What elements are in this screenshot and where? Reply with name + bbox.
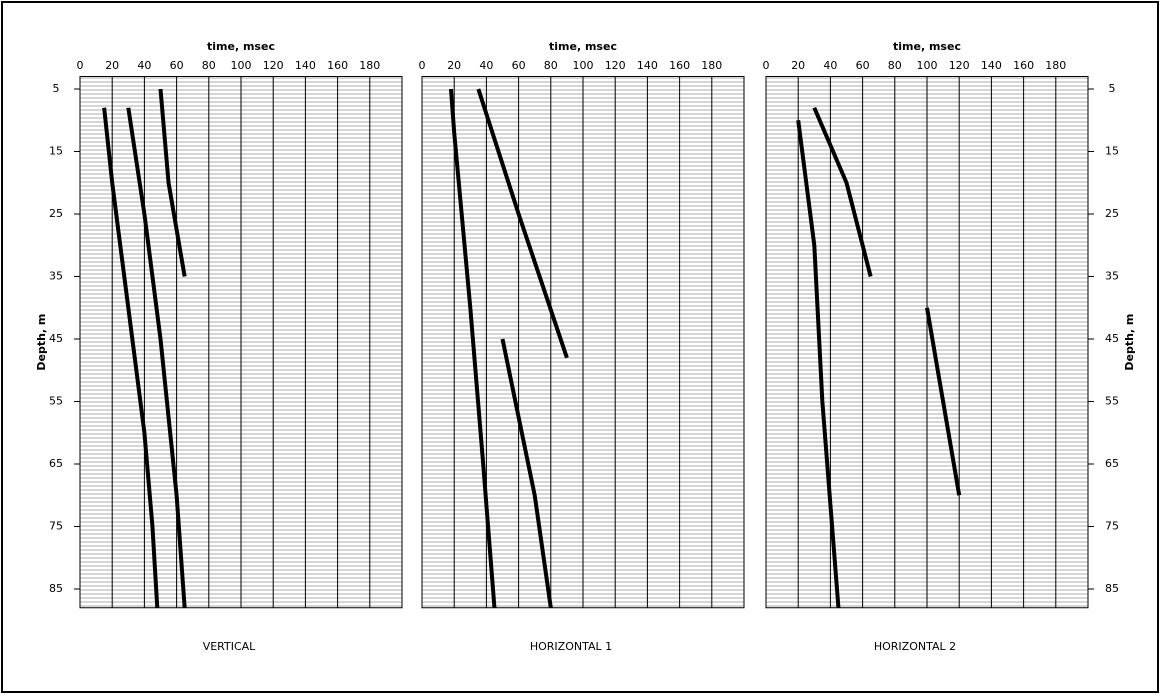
y-tick-label: 55 <box>49 395 63 408</box>
x-tick-label: 60 <box>856 59 870 72</box>
arrival-event <box>476 88 569 359</box>
y-tick-label: 15 <box>1105 145 1119 158</box>
panel-title: VERTICAL <box>203 640 256 653</box>
y-tick-label: 75 <box>1105 520 1119 533</box>
y-axis-label: Depth, m <box>1123 314 1136 371</box>
x-tick-label: 120 <box>263 59 284 72</box>
y-tick-label: 65 <box>49 457 63 470</box>
y-tick-label: 35 <box>1105 270 1119 283</box>
y-tick-label: 65 <box>1105 457 1119 470</box>
arrival-event <box>925 307 962 496</box>
x-tick-label: 180 <box>359 59 380 72</box>
y-tick-label: 25 <box>1105 207 1119 220</box>
y-tick-label: 35 <box>49 270 63 283</box>
x-tick-label: 0 <box>419 59 426 72</box>
x-tick-label: 40 <box>823 59 837 72</box>
arrival-event <box>102 107 160 608</box>
y-tick-label: 45 <box>49 332 63 345</box>
arrival-event <box>796 119 841 608</box>
x-tick-label: 20 <box>105 59 119 72</box>
y-tick-label: 25 <box>49 207 63 220</box>
x-tick-label: 60 <box>170 59 184 72</box>
arrival-event <box>448 88 497 608</box>
x-tick-label: 140 <box>295 59 316 72</box>
x-tick-label: 180 <box>701 59 722 72</box>
x-tick-label: 140 <box>637 59 658 72</box>
x-tick-label: 100 <box>573 59 594 72</box>
x-tick-label: 20 <box>447 59 461 72</box>
x-tick-label: 160 <box>1013 59 1034 72</box>
arrival-event <box>812 106 873 277</box>
x-tick-label: 80 <box>888 59 902 72</box>
arrival-event <box>126 107 187 608</box>
x-axis-label: time, msec <box>207 40 275 53</box>
x-tick-label: 60 <box>512 59 526 72</box>
x-tick-label: 40 <box>479 59 493 72</box>
x-tick-label: 140 <box>981 59 1002 72</box>
arrival-event <box>158 88 187 277</box>
x-axis-label: time, msec <box>893 40 961 53</box>
x-tick-label: 40 <box>137 59 151 72</box>
x-tick-label: 80 <box>544 59 558 72</box>
y-tick-label: 55 <box>1105 395 1119 408</box>
y-tick-label: 45 <box>1105 332 1119 345</box>
y-tick-label: 75 <box>49 520 63 533</box>
x-tick-label: 80 <box>202 59 216 72</box>
y-axis-label: Depth, m <box>35 314 48 371</box>
y-tick-label: 15 <box>49 145 63 158</box>
y-tick-label: 5 <box>53 82 60 95</box>
y-tick-label: 85 <box>49 582 63 595</box>
x-tick-label: 160 <box>327 59 348 72</box>
x-tick-label: 20 <box>791 59 805 72</box>
y-tick-label: 5 <box>1109 82 1116 95</box>
x-tick-label: 120 <box>949 59 970 72</box>
panel-title: HORIZONTAL 1 <box>530 640 612 653</box>
x-tick-label: 180 <box>1045 59 1066 72</box>
arrival-event <box>500 338 553 609</box>
x-tick-label: 100 <box>231 59 252 72</box>
x-tick-label: 100 <box>917 59 938 72</box>
x-tick-label: 0 <box>77 59 84 72</box>
y-tick-label: 85 <box>1105 582 1119 595</box>
x-tick-label: 0 <box>763 59 770 72</box>
x-tick-label: 160 <box>669 59 690 72</box>
x-tick-label: 120 <box>605 59 626 72</box>
panel-title: HORIZONTAL 2 <box>874 640 956 653</box>
x-axis-label: time, msec <box>549 40 617 53</box>
